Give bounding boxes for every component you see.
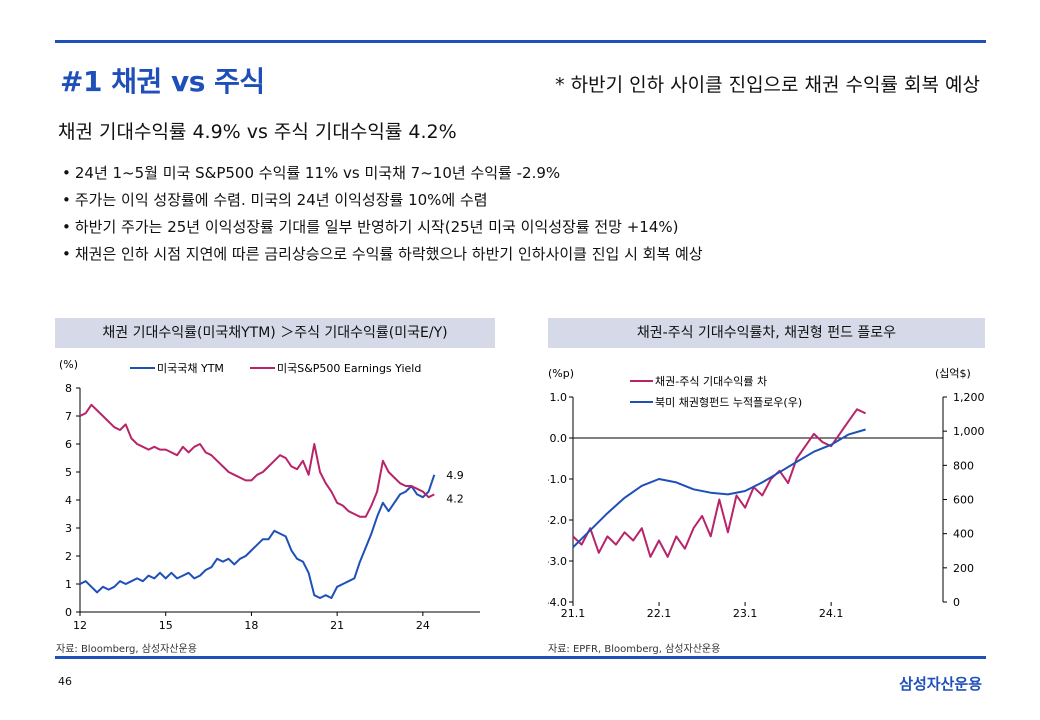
left-x-tick-label: 15 bbox=[159, 619, 173, 632]
bullet-list: 24년 1~5월 미국 S&P500 수익률 11% vs 미국채 7~10년 … bbox=[62, 160, 703, 268]
right-y-tick-label: -2.0 bbox=[548, 514, 567, 527]
right-y2-tick-label: 1,000 bbox=[953, 425, 985, 438]
page-number: 46 bbox=[58, 675, 72, 688]
left-y-tick-label: 5 bbox=[65, 466, 72, 479]
left-y-tick-label: 6 bbox=[65, 438, 72, 451]
left-y-tick-label: 4 bbox=[65, 494, 72, 507]
header-note: * 하반기 인하 사이클 진입으로 채권 수익률 회복 예상 bbox=[555, 74, 980, 96]
right-y-tick-label: 1.0 bbox=[550, 391, 568, 404]
top-rule bbox=[55, 40, 986, 43]
left-y-tick-label: 7 bbox=[65, 410, 72, 423]
right-y-unit: (%p) bbox=[548, 367, 574, 380]
legend-label-spread: 채권-주식 기대수익률 차 bbox=[655, 375, 767, 388]
bullet-item: 주가는 이익 성장률에 수렴. 미국의 24년 이익성장률 10%에 수렴 bbox=[62, 187, 703, 214]
right-y2-tick-label: 600 bbox=[953, 494, 974, 507]
left-y-tick-label: 3 bbox=[65, 522, 72, 535]
legend-label-flow: 북미 채권형펀드 누적플로우(우) bbox=[655, 396, 802, 409]
left-y-tick-label: 8 bbox=[65, 382, 72, 395]
spread-line bbox=[572, 408, 867, 558]
bullet-item: 채권은 인하 시점 지연에 따른 금리상승으로 수익률 하락했으나 하반기 인하… bbox=[62, 241, 703, 268]
right-y-tick-label: -3.0 bbox=[548, 555, 567, 568]
right-chart: (%p) (십억$) 채권-주식 기대수익률 차 북미 채권형펀드 누적플로우(… bbox=[548, 367, 985, 620]
legend-label-ey: 미국S&P500 Earnings Yield bbox=[277, 362, 421, 375]
left-y-tick-label: 1 bbox=[65, 578, 72, 591]
end-label-ey: 4.2 bbox=[446, 492, 464, 505]
right-y2-tick-label: 200 bbox=[953, 562, 974, 575]
ytm-line bbox=[79, 474, 436, 599]
bottom-rule bbox=[55, 656, 986, 659]
left-x-tick-label: 12 bbox=[73, 619, 87, 632]
left-y-tick-label: 0 bbox=[65, 606, 72, 619]
right-y-tick-label: 0.0 bbox=[550, 432, 568, 445]
left-source: 자료: Bloomberg, 삼성자산운용 bbox=[56, 644, 197, 655]
right-y2-unit: (십억$) bbox=[935, 367, 971, 380]
right-x-tick-label: 22.1 bbox=[647, 607, 672, 620]
end-label-ytm: 4.9 bbox=[446, 469, 464, 482]
left-x-tick-label: 21 bbox=[330, 619, 344, 632]
left-chart-header: 채권 기대수익률(미국채YTM) ＞주식 기대수익률(미국E/Y) bbox=[55, 318, 495, 348]
right-x-tick-label: 23.1 bbox=[733, 607, 758, 620]
left-y-unit: (%) bbox=[59, 358, 78, 371]
legend-label-ytm: 미국국채 YTM bbox=[157, 362, 224, 375]
right-y-tick-label: -1.0 bbox=[548, 473, 567, 486]
left-x-tick-label: 18 bbox=[244, 619, 258, 632]
right-y2-tick-label: 400 bbox=[953, 528, 974, 541]
left-x-tick-label: 24 bbox=[416, 619, 430, 632]
right-y2-tick-label: 0 bbox=[953, 596, 960, 609]
page-title: #1 채권 vs 주식 bbox=[60, 65, 265, 98]
subtitle: 채권 기대수익률 4.9% vs 주식 기대수익률 4.2% bbox=[58, 121, 457, 143]
right-chart-header: 채권-주식 기대수익률차, 채권형 펀드 플로우 bbox=[548, 318, 985, 348]
left-y-tick-label: 2 bbox=[65, 550, 72, 563]
right-source: 자료: EPFR, Bloomberg, 삼성자산운용 bbox=[548, 644, 721, 655]
bullet-item: 24년 1~5월 미국 S&P500 수익률 11% vs 미국채 7~10년 … bbox=[62, 160, 703, 187]
right-y2-tick-label: 800 bbox=[953, 459, 974, 472]
right-x-tick-label: 24.1 bbox=[819, 607, 844, 620]
right-x-tick-label: 21.1 bbox=[561, 607, 586, 620]
left-chart: (%) 미국국채 YTM 미국S&P500 Earnings Yield 012… bbox=[59, 358, 480, 632]
right-legend: 채권-주식 기대수익률 차 북미 채권형펀드 누적플로우(우) bbox=[630, 375, 802, 409]
left-legend: 미국국채 YTM 미국S&P500 Earnings Yield bbox=[130, 362, 421, 375]
right-y2-tick-label: 1,200 bbox=[953, 391, 985, 404]
right-y-tick-label: -4.0 bbox=[548, 596, 567, 609]
bullet-item: 하반기 주가는 25년 이익성장률 기대를 일부 반영하기 시작(25년 미국 … bbox=[62, 214, 703, 241]
brand-logo: 삼성자산운용 bbox=[899, 675, 982, 693]
bond-flow-line bbox=[572, 428, 866, 549]
earnings-yield-line bbox=[79, 403, 435, 518]
